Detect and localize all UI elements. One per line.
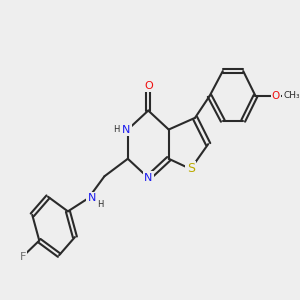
Text: H: H <box>113 125 120 134</box>
Text: N: N <box>122 124 130 134</box>
Text: H: H <box>98 200 104 209</box>
Text: N: N <box>88 193 96 203</box>
Text: CH₃: CH₃ <box>283 92 300 100</box>
Text: S: S <box>187 163 195 176</box>
Text: O: O <box>272 91 280 101</box>
Text: F: F <box>20 252 26 262</box>
Text: N: N <box>144 173 152 183</box>
Text: O: O <box>144 81 153 91</box>
